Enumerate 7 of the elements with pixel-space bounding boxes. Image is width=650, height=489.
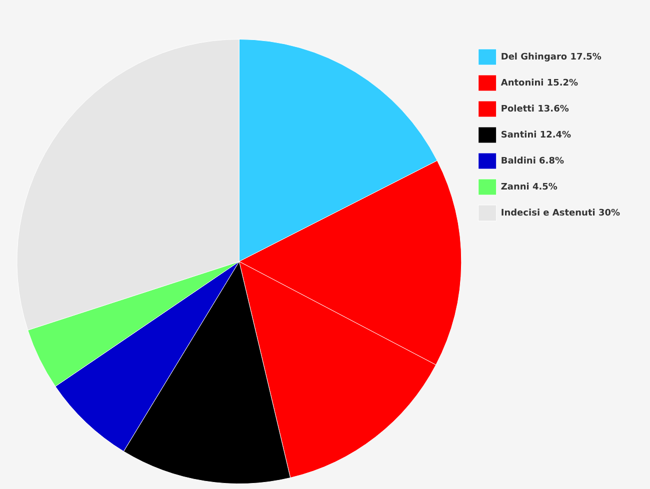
legend-label: Indecisi e Astenuti 30%	[500, 208, 620, 218]
legend-label: Antonini 15.2%	[500, 78, 578, 88]
legend-label: Santini 12.4%	[500, 130, 572, 140]
legend-label: Poletti 13.6%	[500, 104, 569, 114]
legend-label: Zanni 4.5%	[500, 182, 558, 192]
legend-label: Del Ghingaro 17.5%	[500, 52, 602, 62]
legend-label: Baldini 6.8%	[500, 156, 564, 166]
